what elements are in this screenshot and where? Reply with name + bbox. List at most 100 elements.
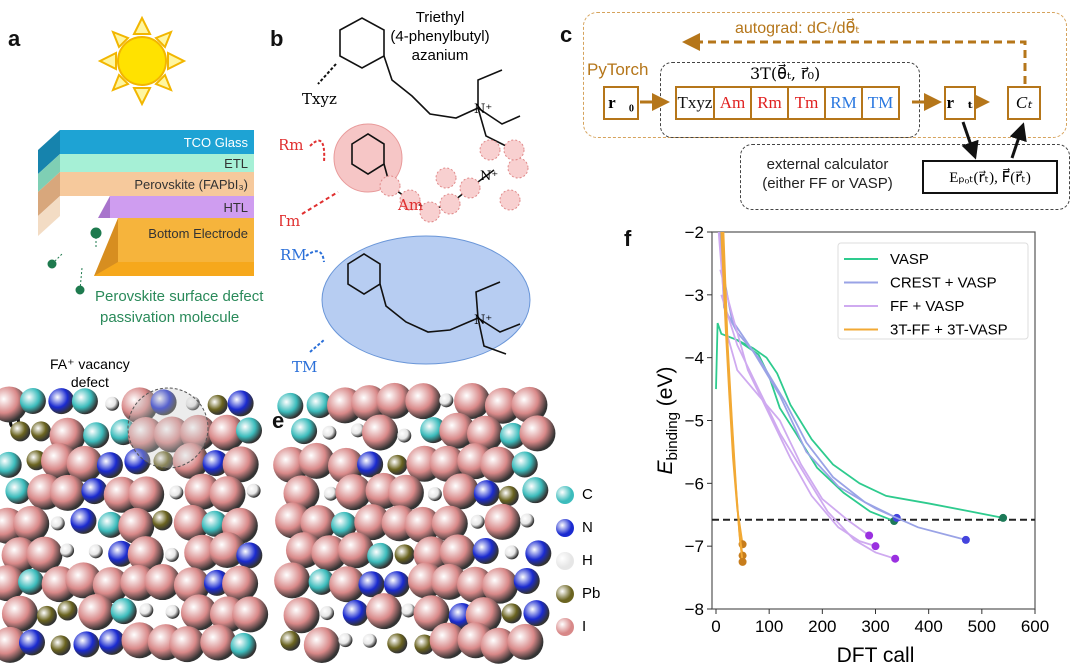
atom (283, 475, 320, 512)
three-t-label: 3T(θ⃗ₜ, r⃗₀) (750, 64, 821, 83)
atom (70, 507, 97, 534)
atom (454, 383, 491, 420)
molecule-diagram: Triethyl (4-phenylbutyl) azanium N⁺ Txyz… (280, 9, 531, 376)
x-tick-label: 500 (968, 617, 996, 636)
caption-line-2: passivation molecule (100, 309, 239, 326)
atom (50, 516, 65, 531)
caption-line-1: Perovskite surface defect (95, 288, 264, 305)
series-endpoint (892, 513, 901, 522)
op-rm: Rm (750, 86, 789, 120)
atom (387, 474, 424, 511)
atom (439, 393, 454, 408)
atom (144, 564, 181, 601)
atom (387, 633, 408, 654)
atom (165, 604, 180, 619)
atom (222, 446, 259, 483)
atom (298, 442, 335, 479)
vacancy-annotation: FA⁺ vacancy defect (50, 355, 130, 391)
atom (277, 392, 304, 419)
atom (108, 540, 135, 567)
atom (98, 628, 125, 655)
series-line (717, 232, 870, 537)
svg-text:Perovskite (FAPbI₃): Perovskite (FAPbI₃) (134, 177, 248, 192)
atom (152, 510, 173, 531)
atom (501, 603, 522, 624)
atom (128, 476, 165, 513)
atom (31, 421, 52, 442)
atom (232, 596, 269, 633)
op-tm: Tm (787, 86, 826, 120)
atom (71, 388, 98, 415)
passivation-molecule-icons (47, 227, 102, 295)
atom (65, 562, 102, 599)
svg-text:Rm: Rm (280, 136, 304, 154)
x-tick-label: 400 (914, 617, 942, 636)
op-am: Am (713, 86, 752, 120)
atom (139, 603, 154, 618)
atom (387, 454, 408, 475)
svg-text:TM: TM (292, 358, 317, 376)
sun-icon (97, 15, 187, 107)
atom (322, 425, 337, 440)
panel-label-c: c (560, 22, 573, 47)
atom (10, 421, 31, 442)
atom (0, 386, 28, 423)
atom-swatch (556, 617, 574, 636)
atom (230, 632, 257, 659)
atom (173, 567, 210, 604)
atom (209, 532, 246, 569)
atom (358, 571, 385, 598)
layer-tco: TCO Glass (60, 130, 254, 154)
atom (66, 445, 103, 482)
atom (88, 544, 103, 559)
series-endpoint (961, 535, 970, 544)
svg-text:ETL: ETL (224, 156, 248, 171)
atom (200, 624, 237, 661)
atom (18, 629, 45, 656)
atom-legend-item: N (556, 511, 600, 544)
calculator-line-1: external calculator (766, 156, 889, 173)
atom (362, 414, 399, 451)
atom-label: C (582, 486, 593, 503)
atom (236, 417, 263, 444)
atom (507, 623, 544, 660)
atom (404, 506, 441, 543)
atom (18, 568, 45, 595)
y-tick-label: −3 (685, 286, 704, 305)
atom (329, 566, 366, 603)
svg-text:N⁺: N⁺ (480, 169, 498, 184)
atom (484, 387, 521, 424)
atom (303, 626, 340, 663)
x-tick-label: 600 (1021, 617, 1049, 636)
atom (96, 452, 123, 479)
atom (164, 547, 179, 562)
atom-swatch (556, 485, 574, 504)
atom (78, 594, 115, 631)
atom (280, 630, 301, 651)
external-calculator-region (740, 144, 1070, 210)
atom (207, 394, 228, 415)
atom (338, 633, 353, 648)
atom (320, 606, 335, 621)
atom (283, 597, 320, 634)
atom (118, 507, 155, 544)
series-endpoint (738, 551, 747, 560)
autograd-label: autograd: dCₜ/dθ⃗ₜ (735, 20, 861, 37)
y-tick-label: −4 (685, 349, 704, 368)
x-tick-label: 200 (808, 617, 836, 636)
series-endpoint (891, 554, 900, 563)
atom (401, 603, 416, 618)
atom (499, 422, 526, 449)
atom (439, 534, 476, 571)
atom (376, 382, 413, 419)
series-endpoint (865, 531, 874, 540)
atom (337, 532, 374, 569)
atom (311, 535, 348, 572)
atom (110, 598, 137, 625)
atom (306, 392, 333, 419)
layer-bottom-electrode: Bottom Electrode (94, 218, 254, 276)
atom (1, 537, 38, 574)
atom (5, 478, 32, 505)
atom (414, 634, 435, 655)
atom (150, 389, 177, 416)
